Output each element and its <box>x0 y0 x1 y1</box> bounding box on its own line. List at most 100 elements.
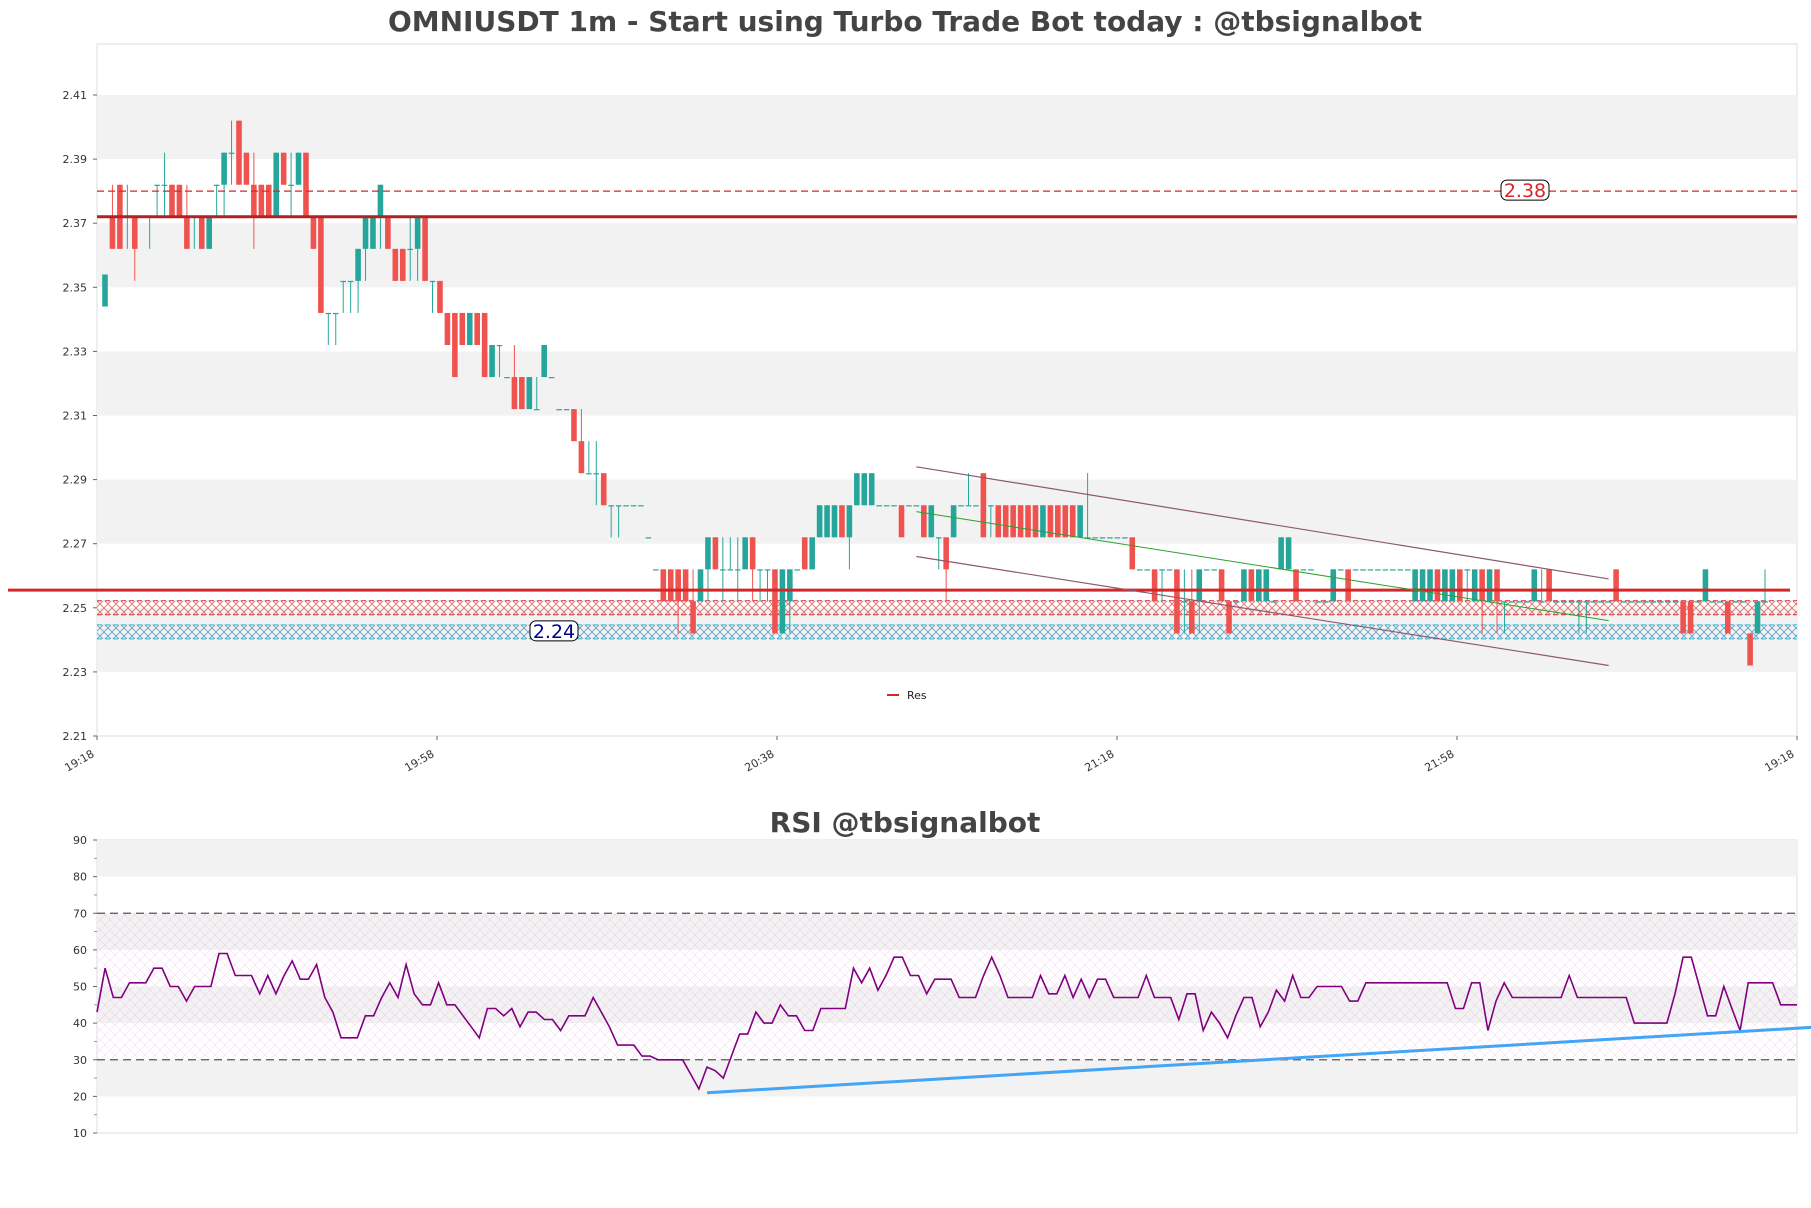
candle-down <box>600 473 607 506</box>
price-band <box>97 607 1797 672</box>
rsi-trendline <box>706 1025 1811 1095</box>
candle-down <box>578 441 585 474</box>
candle-down <box>1345 569 1351 602</box>
candle-up <box>1270 601 1277 603</box>
candle-up <box>950 505 957 538</box>
candle-down <box>452 312 458 378</box>
candle-down <box>690 601 696 634</box>
candle-down <box>184 216 190 249</box>
candle-down <box>109 216 116 249</box>
candle-up <box>1643 601 1649 603</box>
rsi-reference-lines <box>97 912 1797 1061</box>
candle-up <box>705 537 711 570</box>
candle-up <box>1762 601 1768 603</box>
candle-up <box>1352 569 1359 571</box>
rsi-y-tick-label: 60 <box>73 944 87 957</box>
x-tick-label: 21:18 <box>1083 747 1117 774</box>
candle-up <box>340 280 346 283</box>
candle-up <box>370 216 376 249</box>
candle-up <box>1166 569 1173 571</box>
candle-up <box>1092 537 1098 539</box>
level-label-box <box>529 620 579 642</box>
candle-up <box>734 569 741 571</box>
candle-up <box>630 505 637 507</box>
candle-up <box>1144 569 1150 571</box>
rsi-y-tick-label: 40 <box>73 1017 87 1030</box>
candle-up <box>1635 601 1642 603</box>
candle-down <box>980 473 987 538</box>
candle-up <box>1099 537 1106 539</box>
candle-down <box>1613 569 1619 602</box>
price-band <box>97 479 1797 544</box>
candle-down <box>1687 601 1694 634</box>
candle-down <box>251 184 257 217</box>
candle-up <box>1412 569 1418 602</box>
candle-down <box>176 184 183 217</box>
candle-down <box>839 505 845 538</box>
candle-up <box>593 473 600 475</box>
rsi-neutral-zone <box>97 913 1797 1060</box>
candle-up <box>407 248 413 251</box>
resistance-level-label: 2.38 <box>1504 180 1546 202</box>
y-tick-label: 2.33 <box>63 345 88 358</box>
candle-up <box>1754 601 1761 634</box>
rsi-y-tick-label: 50 <box>73 981 87 994</box>
trend-line <box>916 511 1609 622</box>
candle-up <box>1717 601 1724 603</box>
candle-up <box>586 473 592 475</box>
y-tick-label: 2.27 <box>63 538 88 551</box>
candle-up <box>1278 537 1284 570</box>
candle-down <box>772 569 778 634</box>
price-band <box>97 95 1797 160</box>
y-tick-label: 2.31 <box>63 410 88 423</box>
candle-up <box>868 473 875 506</box>
candle-down <box>303 152 309 217</box>
candle-up <box>496 344 503 347</box>
candle-up <box>1390 569 1396 571</box>
candle-down <box>481 312 488 378</box>
candle-up <box>742 537 748 570</box>
candle-up <box>883 505 890 507</box>
candle-down <box>801 537 808 570</box>
candlestick-series <box>102 120 1768 666</box>
candle-up <box>1375 569 1381 571</box>
candle-down <box>318 216 324 313</box>
candle-down <box>265 184 272 217</box>
candle-down <box>675 569 681 602</box>
candle-down <box>660 569 667 602</box>
candle-down <box>682 569 689 602</box>
candle-down <box>1017 505 1024 538</box>
candle-up <box>1367 569 1374 571</box>
candle-up <box>332 312 339 315</box>
rsi-line <box>96 952 1797 1091</box>
candle-up <box>1516 601 1523 603</box>
candle-up <box>935 537 942 539</box>
candle-up <box>1509 601 1515 603</box>
candle-down <box>198 216 205 249</box>
candle-up <box>861 473 868 506</box>
candle-down <box>1494 569 1500 602</box>
candle-up <box>1590 601 1597 603</box>
rsi-axes: 10 20 30 40 50 60 70 80 90 <box>73 834 97 1140</box>
x-tick-label: 21:58 <box>1423 747 1457 774</box>
candle-down <box>1151 569 1158 602</box>
candle-up <box>1136 569 1143 571</box>
candle-up <box>1308 569 1314 571</box>
candle-up <box>1576 601 1582 603</box>
candle-up <box>1419 569 1426 602</box>
channel-lower-line <box>916 555 1609 667</box>
candle-down <box>399 248 406 281</box>
candle-down <box>995 505 1002 538</box>
candle-down <box>459 312 466 345</box>
candle-down <box>444 312 451 345</box>
candle-up <box>1449 569 1456 602</box>
candle-up <box>533 409 540 411</box>
candle-up <box>1538 601 1545 603</box>
x-tick-label: 19:18 <box>1763 747 1797 774</box>
rsi-chart-title: RSI @tbsignalbot <box>770 806 1041 839</box>
candle-down <box>1025 505 1031 538</box>
candle-down <box>511 377 518 410</box>
channel-upper-line <box>916 466 1609 580</box>
y-tick-label: 2.39 <box>63 153 88 166</box>
